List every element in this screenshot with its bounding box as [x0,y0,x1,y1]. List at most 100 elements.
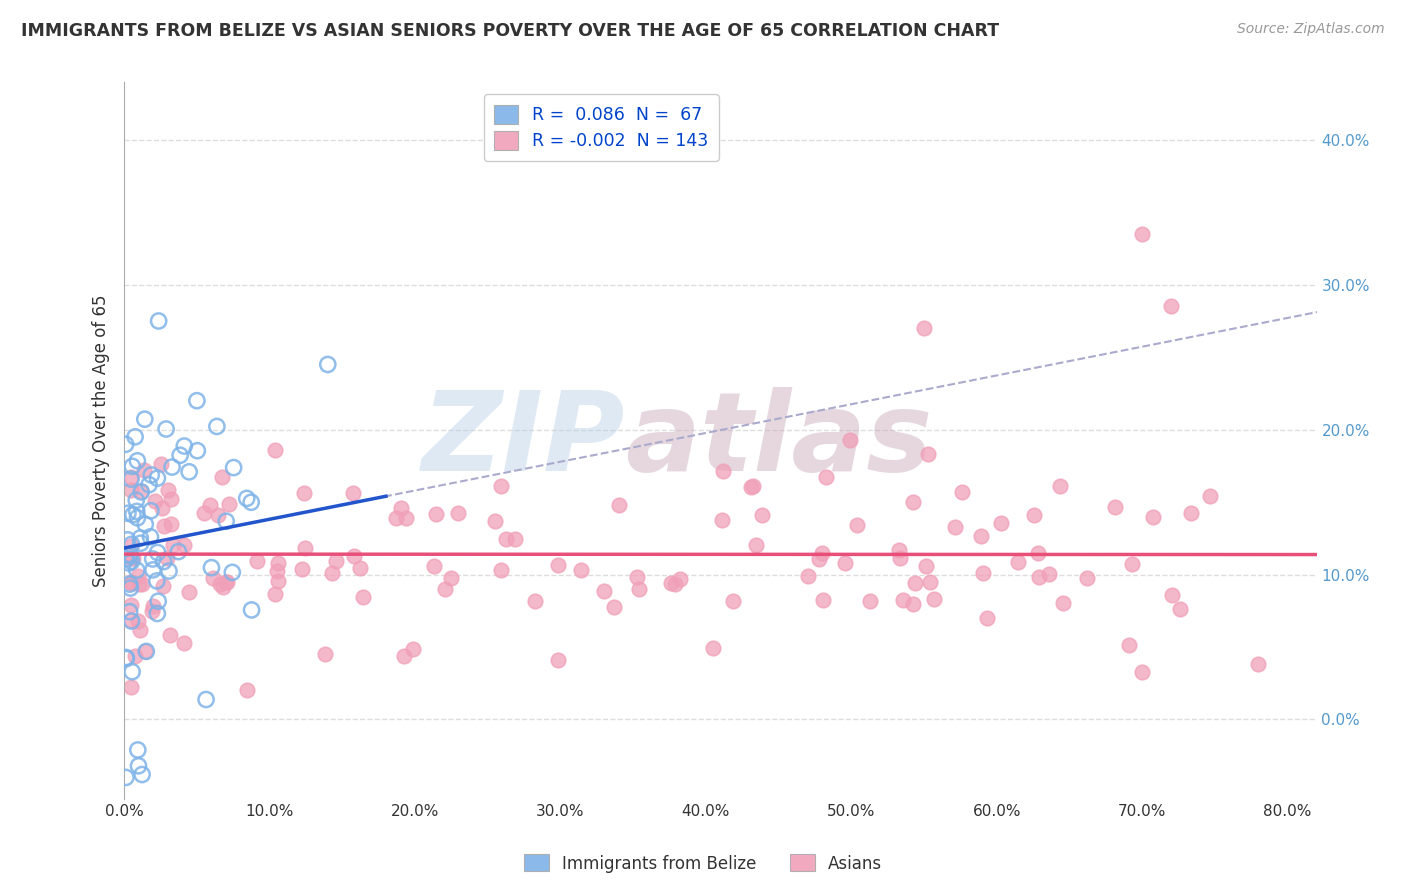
Point [118,577,141,591]
Point [321,566,343,581]
Text: Source: ZipAtlas.com: Source: ZipAtlas.com [1237,22,1385,37]
Point [810,546,832,560]
Point [547,558,569,573]
Point [160,516,183,531]
Point [1104,500,1126,515]
Point [742,479,765,493]
Point [845,518,868,533]
Point [139,504,162,518]
Point [489,563,512,577]
Point [972,566,994,581]
Point [922,592,945,607]
Point [121,539,143,553]
Point [143,494,166,508]
Text: IMMIGRANTS FROM BELIZE VS ASIAN SENIORS POVERTY OVER THE AGE OF 65 CORRELATION C: IMMIGRANTS FROM BELIZE VS ASIAN SENIORS … [21,22,1000,40]
Point [127,614,149,628]
Point [627,582,650,596]
Point [325,553,347,567]
Point [149,457,172,471]
Point [711,464,734,478]
Point [211,580,233,594]
Point [121,469,143,483]
Legend: R =  0.086  N =  67, R = -0.002  N = 143: R = 0.086 N = 67, R = -0.002 N = 143 [484,95,718,161]
Point [1247,657,1270,672]
Point [659,575,682,590]
Point [131,767,153,781]
Point [152,555,174,569]
Point [159,628,181,642]
Point [1052,596,1074,610]
Point [141,467,163,482]
Point [592,584,614,599]
Point [246,554,269,568]
Point [489,479,512,493]
Point [150,501,173,516]
Point [990,516,1012,531]
Point [914,559,936,574]
Point [901,495,924,509]
Point [240,495,263,509]
Point [264,587,287,601]
Point [146,545,169,559]
Point [523,594,546,608]
Point [395,511,418,525]
Point [1180,506,1202,520]
Point [1026,546,1049,560]
Point [125,504,148,518]
Point [447,506,470,520]
Point [1049,479,1071,493]
Point [1121,558,1143,572]
Point [1118,639,1140,653]
Point [186,443,208,458]
Point [146,471,169,485]
Point [943,520,966,534]
Point [114,551,136,566]
Point [124,648,146,663]
Point [839,434,862,448]
Point [891,592,914,607]
Point [740,480,762,494]
Point [343,549,366,563]
Point [1130,665,1153,679]
Point [201,571,224,585]
Point [121,575,143,590]
Point [134,412,156,426]
Point [141,604,163,618]
Point [439,571,461,585]
Point [200,560,222,574]
Point [221,566,243,580]
Point [125,563,148,577]
Point [120,581,142,595]
Point [207,508,229,523]
Point [205,419,228,434]
Point [173,439,195,453]
Point [115,548,138,562]
Point [134,643,156,657]
Point [128,759,150,773]
Point [607,498,630,512]
Point [156,483,179,498]
Point [950,485,973,500]
Point [603,599,626,614]
Y-axis label: Seniors Poverty Over the Age of 65: Seniors Poverty Over the Age of 65 [93,294,110,587]
Point [235,491,257,506]
Point [721,594,744,608]
Point [215,574,238,589]
Point [215,514,238,528]
Point [157,564,180,578]
Point [1168,602,1191,616]
Point [215,574,238,589]
Point [134,517,156,532]
Point [173,538,195,552]
Point [1007,555,1029,569]
Point [124,430,146,444]
Point [153,519,176,533]
Point [901,597,924,611]
Point [433,582,456,596]
Point [547,653,569,667]
Point [889,551,911,566]
Point [294,541,316,556]
Point [117,506,139,520]
Point [173,636,195,650]
Point [904,576,927,591]
